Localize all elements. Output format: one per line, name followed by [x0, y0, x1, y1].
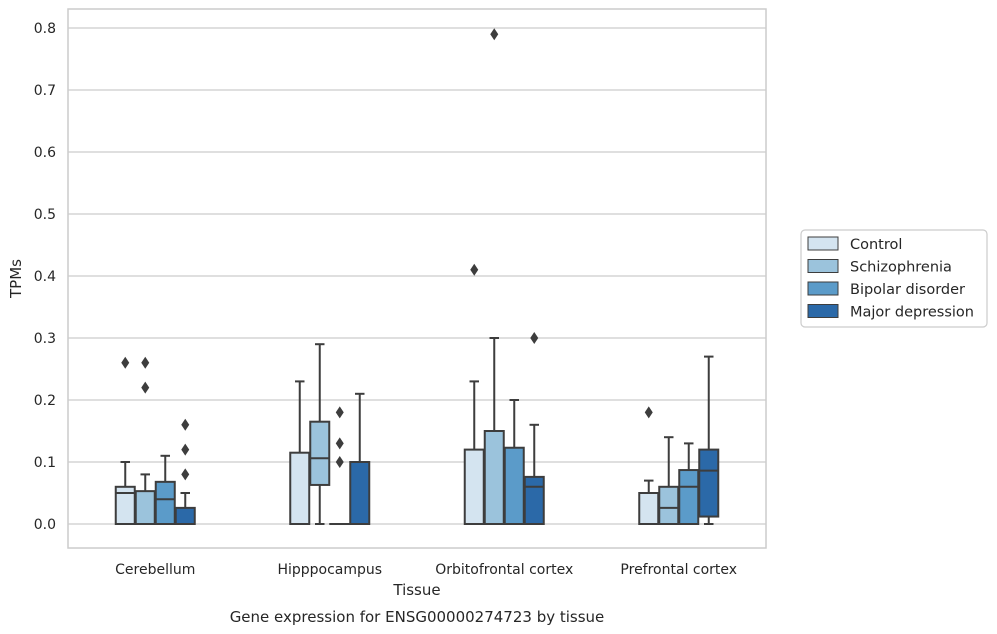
x-tick-label: Orbitofrontal cortex [435, 562, 573, 578]
box-bipolar-disorder [154, 454, 176, 525]
x-tick-label: Prefrontal cortex [620, 562, 737, 578]
box-iqr [503, 446, 525, 525]
legend-label: Schizophrenia [850, 260, 952, 276]
box-iqr [134, 490, 156, 526]
outlier-marker [141, 356, 150, 369]
box-iqr [523, 475, 545, 526]
outlier-marker [644, 406, 653, 419]
box-iqr [698, 448, 720, 518]
box-iqr [289, 451, 311, 526]
outlier-marker [181, 468, 190, 481]
y-tick-label: 0.0 [34, 517, 56, 533]
box-schizophrenia [658, 436, 680, 525]
box-major-depression [698, 355, 720, 525]
legend-swatch [807, 236, 839, 251]
y-tick-label: 0.1 [34, 455, 56, 471]
box-control [638, 406, 660, 525]
legend-swatch [807, 281, 839, 296]
legend-label: Control [850, 237, 902, 253]
legend-frame [800, 229, 988, 328]
y-tick-label: 0.8 [34, 21, 56, 37]
x-tick-label: Hipppocampus [277, 562, 382, 578]
legend-label: Major depression [850, 305, 974, 321]
legend-swatch [807, 259, 839, 273]
legend: Control Schizophrenia Bipolar disorder Majo… [800, 229, 988, 328]
box-iqr [349, 461, 371, 525]
outlier-marker [470, 263, 479, 276]
box-control [289, 380, 311, 526]
outlier-marker [335, 456, 344, 468]
box-major-depression [523, 332, 545, 526]
box-bipolar-disorder [503, 399, 525, 525]
box-iqr [309, 420, 331, 486]
box-groups [114, 28, 720, 526]
outlier-marker [181, 418, 190, 431]
box-major-depression [174, 418, 196, 526]
y-tick-label: 0.6 [34, 145, 56, 161]
legend-swatch [807, 304, 839, 318]
chart-caption: Gene expression for ENSG00000274723 by t… [230, 608, 605, 626]
legend-label: Bipolar disorder [850, 282, 965, 298]
box-iqr [638, 492, 660, 525]
plot-area-frame [67, 8, 767, 549]
outlier-marker [490, 28, 499, 41]
y-axis-label: TPMs [7, 259, 25, 299]
box-bipolar-disorder [678, 442, 700, 525]
box-iqr [174, 506, 196, 526]
y-tick-label: 0.4 [34, 269, 56, 285]
y-tick-label: 0.3 [34, 331, 56, 347]
outlier-marker [335, 406, 344, 419]
box-schizophrenia [483, 28, 505, 525]
box-iqr [658, 485, 680, 525]
box-iqr [463, 448, 485, 526]
outlier-marker [530, 332, 539, 344]
y-tick-label: 0.2 [34, 393, 56, 409]
box-iqr [483, 430, 505, 525]
y-tick-label: 0.7 [34, 83, 56, 99]
box-iqr [678, 469, 700, 525]
box-control [114, 356, 136, 525]
box-major-depression [349, 392, 371, 525]
box-bipolar-disorder [329, 406, 351, 526]
gridlines [68, 27, 766, 525]
outlier-marker [141, 381, 150, 394]
box-control [463, 263, 485, 526]
outlier-marker [181, 443, 190, 456]
box-iqr [154, 480, 176, 525]
box-schizophrenia [309, 343, 331, 525]
outlier-marker [121, 356, 130, 369]
outlier-marker [335, 437, 344, 450]
y-tick-label: 0.5 [34, 207, 56, 223]
x-tick-label: Cerebellum [115, 562, 195, 578]
axis-ticks: 0.0 0.1 0.2 0.3 0.4 0.5 0.6 0.7 0.8 Cerebellum Hip… [34, 21, 737, 578]
x-axis-label: Tissue [392, 581, 440, 599]
box-schizophrenia [134, 356, 156, 526]
